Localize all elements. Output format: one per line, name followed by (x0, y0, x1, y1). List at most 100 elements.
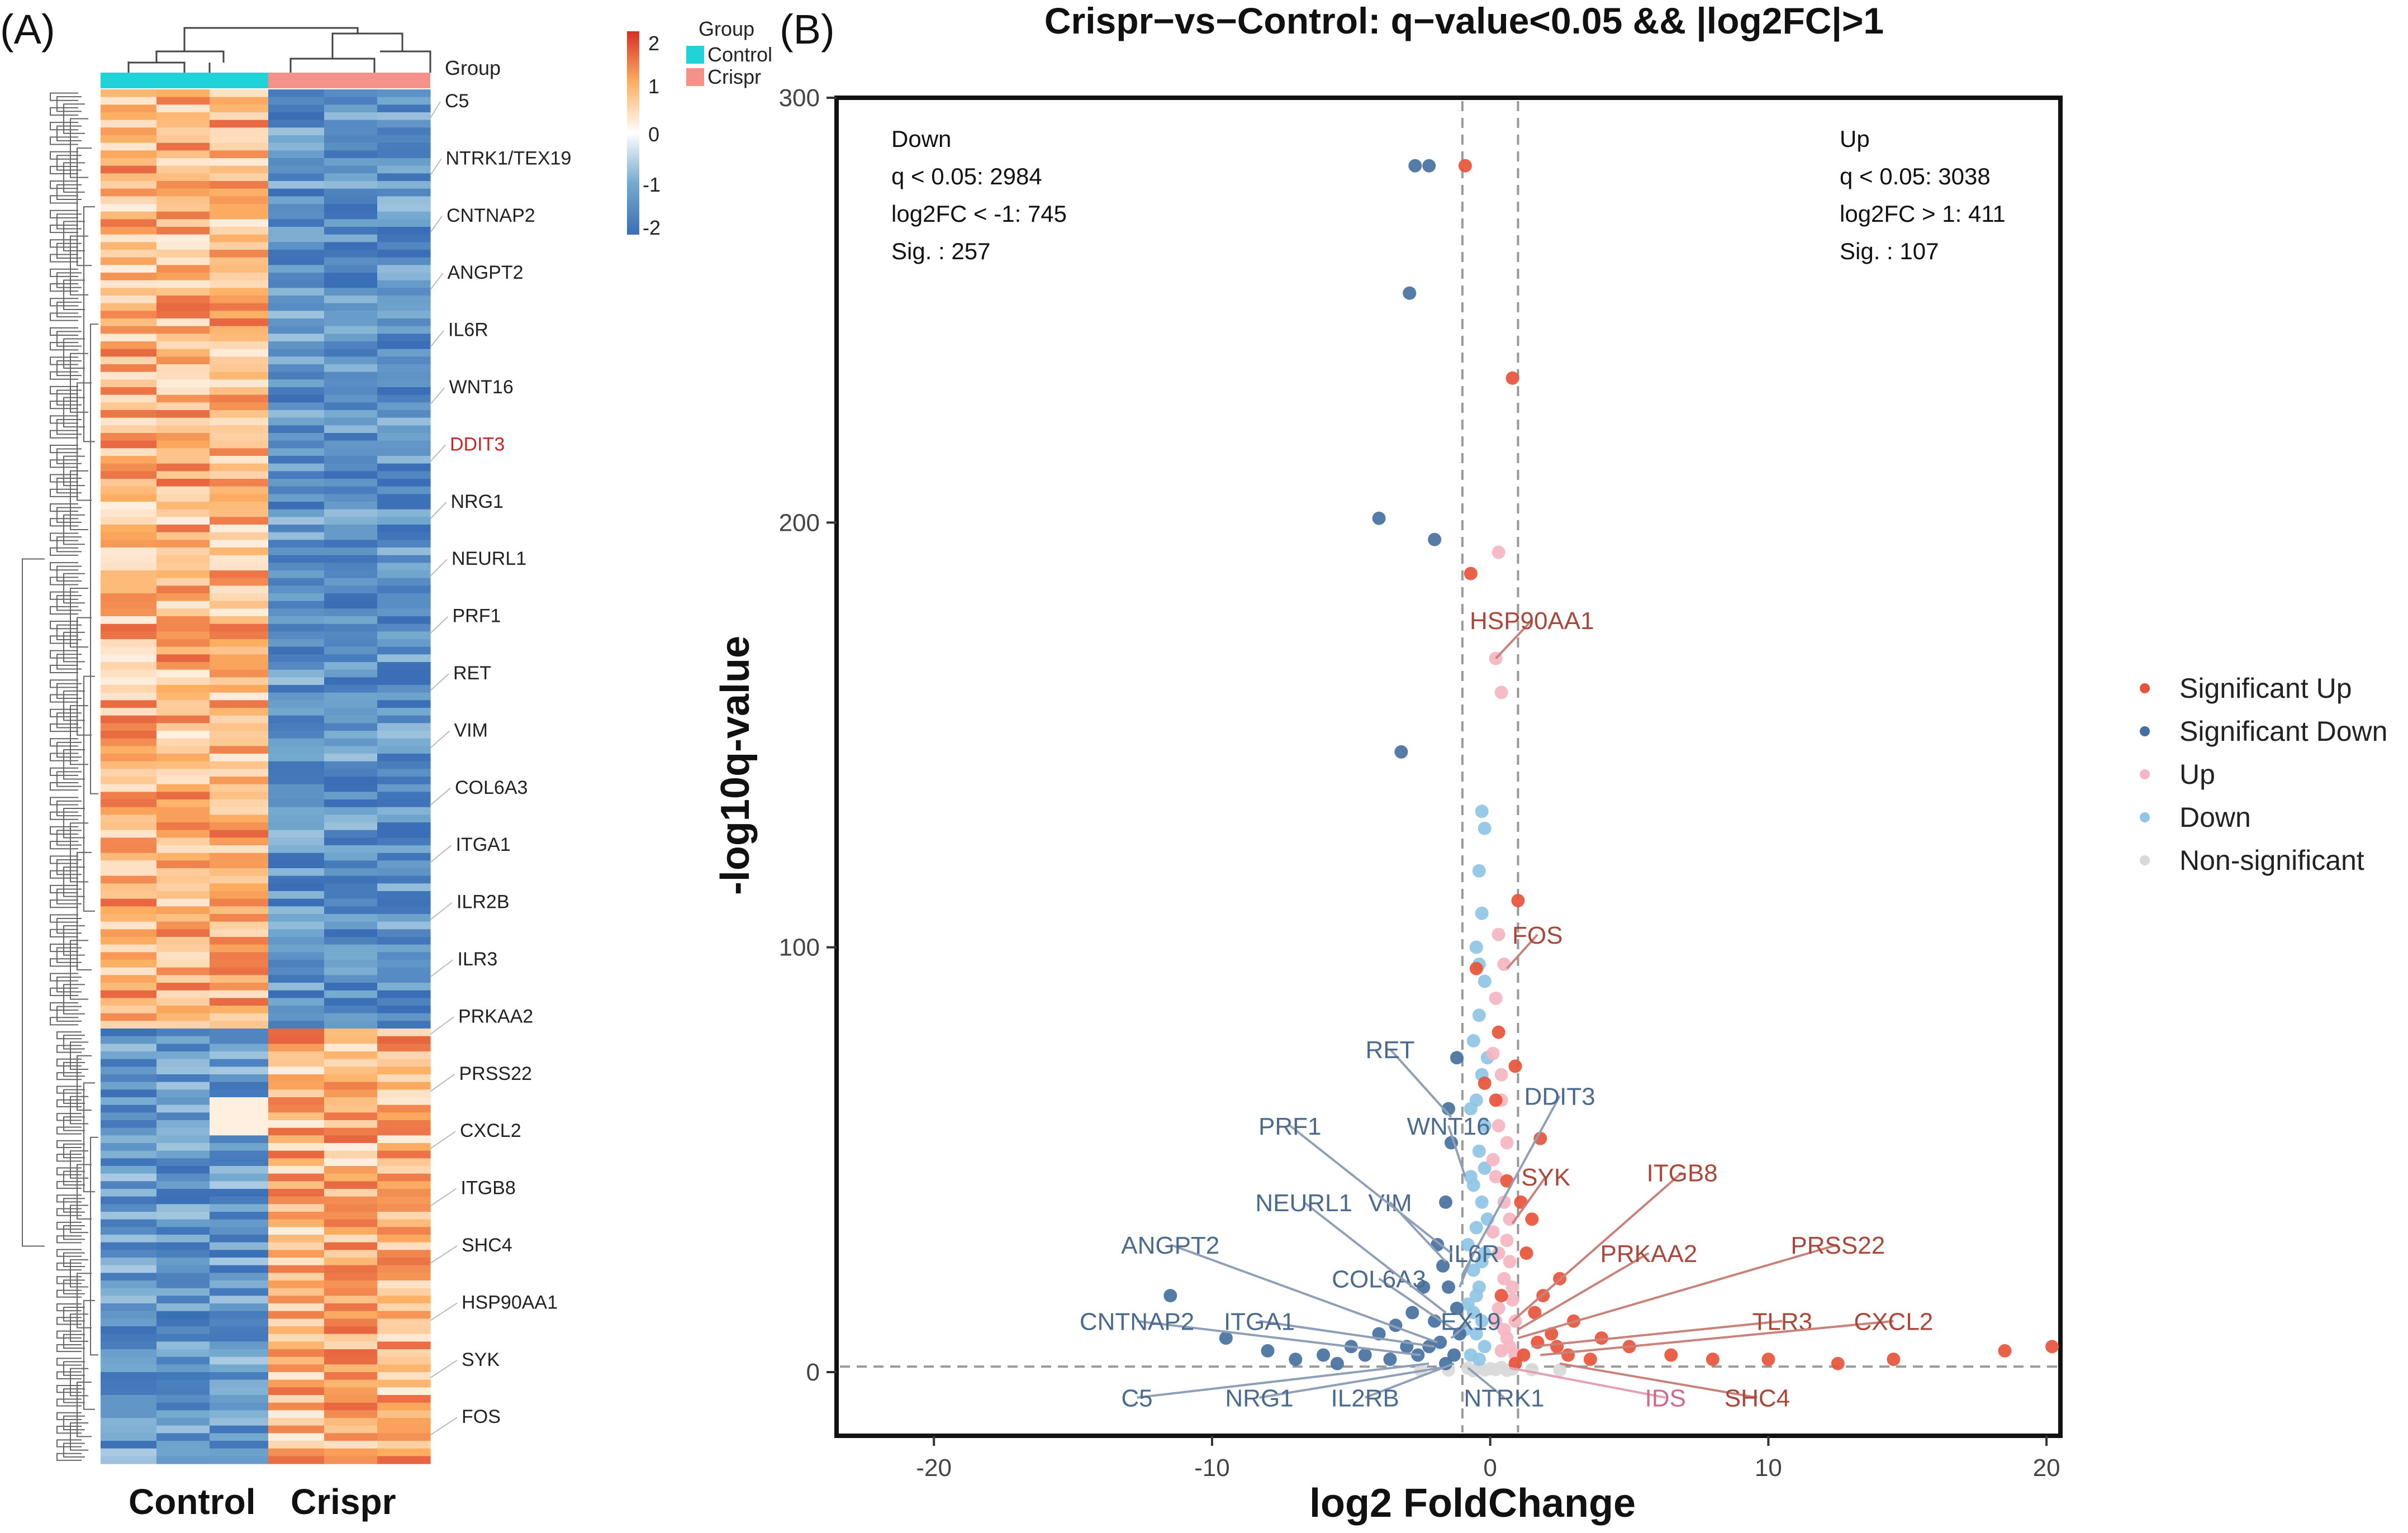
heatmap-cell (377, 525, 431, 533)
heatmap-cell (268, 127, 325, 136)
heatmap-cell (156, 1158, 210, 1167)
heatmap-cell (268, 944, 325, 953)
heatmap-cell (156, 227, 210, 235)
heatmap-cell (324, 639, 378, 648)
heatmap-cell (210, 845, 269, 854)
dendrogram-branch (50, 1002, 78, 1011)
heatmap-cell (377, 1067, 431, 1075)
dendrogram-branch (77, 1381, 92, 1437)
down-annotation-sig: Sig. : 257 (891, 238, 990, 264)
heatmap-cell (377, 242, 431, 250)
scatter-points (1163, 159, 2059, 1378)
heatmap-cell (324, 944, 378, 953)
heatmap-cell (156, 975, 210, 983)
heatmap-cell (377, 1372, 431, 1380)
heatmap-cell (156, 1372, 210, 1380)
heatmap-cell (156, 1303, 210, 1312)
heatmap-cell (210, 173, 269, 182)
heatmap-cell (101, 1173, 157, 1182)
gene-leader-line (430, 1188, 457, 1207)
heatmap-cell (377, 349, 431, 357)
x-tick-label: -10 (1194, 1454, 1230, 1482)
heatmap-cell (324, 525, 378, 533)
heatmap-cell (210, 104, 269, 113)
heatmap-cell (210, 196, 269, 204)
gene-callout-label: IL6R (1447, 1240, 1499, 1268)
dendrogram-branch (56, 1317, 82, 1325)
heatmap-cell (268, 1349, 325, 1358)
dendrogram-branch (56, 595, 82, 611)
y-tick-label: 100 (779, 934, 820, 961)
heatmap-cell (101, 1067, 157, 1075)
gene-leader-line (430, 673, 449, 691)
heatmap-cell (268, 242, 325, 250)
x-axis: -20 -10 0 10 20 (916, 1436, 2060, 1482)
heatmap-cell (210, 211, 269, 220)
heatmap-cell (210, 1036, 269, 1044)
dendrogram-branch (63, 984, 85, 1015)
heatmap-cell (210, 1250, 269, 1258)
heatmap-cell (156, 1013, 210, 1021)
heatmap-cell (156, 1395, 210, 1403)
heatmap-cell (377, 853, 431, 861)
heatmap-cell (268, 563, 325, 571)
heatmap-cell (210, 219, 269, 227)
heatmap-cell (377, 165, 431, 174)
heatmap-cell (156, 433, 210, 441)
heatmap-cell (268, 165, 325, 174)
heatmap-cell (210, 944, 269, 953)
heatmap-cell (268, 654, 325, 663)
heatmap-cell (268, 265, 325, 273)
heatmap-cell (268, 311, 325, 319)
dendrogram-branch (56, 918, 82, 934)
heatmap-cell (324, 593, 378, 602)
heatmap-cell (377, 372, 431, 380)
heatmap-cell (156, 540, 210, 548)
heatmap-cell (156, 1173, 210, 1182)
heatmap-cell (268, 692, 325, 701)
heatmap-cell (210, 754, 269, 762)
data-point-down (1475, 804, 1489, 818)
dendrogram-branch (50, 723, 78, 732)
dendrogram-branch (56, 771, 82, 787)
heatmap-cell (268, 853, 325, 861)
heatmap-cell (210, 89, 269, 98)
heatmap-cell (377, 845, 431, 854)
heatmap-cell (268, 990, 325, 998)
heatmap-cell (156, 563, 210, 571)
heatmap-cell (101, 1448, 157, 1456)
heatmap-cell (101, 1044, 157, 1052)
heatmap-cell (210, 860, 269, 869)
heatmap-cell (324, 296, 378, 304)
heatmap-cell (101, 990, 157, 998)
heatmap-cell (101, 1143, 157, 1151)
heatmap-cell (324, 372, 378, 380)
heatmap-cell (210, 998, 269, 1006)
heatmap-cell (210, 486, 269, 494)
heatmap-cell (324, 1303, 378, 1312)
data-point-significant-down (1447, 1348, 1461, 1362)
heatmap-cell (377, 593, 431, 602)
data-point-significant-down (1383, 1353, 1397, 1367)
heatmap-cell (324, 1296, 378, 1304)
heatmap-cell (210, 1006, 269, 1014)
heatmap-cell (324, 822, 378, 831)
data-point-significant-down (1372, 511, 1386, 525)
heatmap-cell (101, 219, 157, 227)
heatmap-cell (156, 1235, 210, 1243)
heatmap-cell (324, 479, 378, 487)
gene-label: NTRK1/TEX19 (446, 147, 572, 169)
heatmap-cell (101, 1013, 157, 1021)
heatmap-cell (156, 837, 210, 846)
heatmap-cell (324, 1379, 378, 1388)
heatmap-cell (210, 402, 269, 411)
heatmap-cell (101, 868, 157, 877)
heatmap-cell (268, 1341, 325, 1350)
heatmap-cell (156, 555, 210, 563)
heatmap-cell (377, 998, 431, 1006)
heatmap-cell (268, 280, 325, 288)
heatmap-cell (210, 677, 269, 685)
dendrogram-branch (56, 977, 82, 993)
heatmap-cell (101, 944, 157, 953)
dendrogram-branch (63, 925, 85, 956)
